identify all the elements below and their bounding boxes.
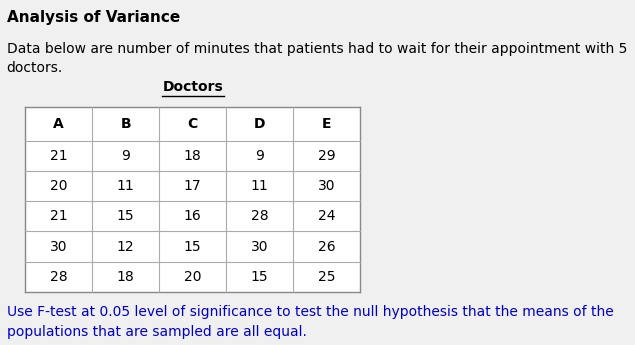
Text: 24: 24 — [318, 209, 335, 223]
Text: 26: 26 — [318, 239, 335, 254]
Text: C: C — [187, 117, 197, 131]
Text: Use F-test at 0.05 level of significance to test the null hypothesis that the me: Use F-test at 0.05 level of significance… — [6, 305, 613, 339]
Text: 18: 18 — [117, 270, 135, 284]
Text: 21: 21 — [50, 209, 67, 223]
Text: 15: 15 — [117, 209, 135, 223]
Text: 21: 21 — [50, 149, 67, 163]
Text: 20: 20 — [184, 270, 201, 284]
Text: Data below are number of minutes that patients had to wait for their appointment: Data below are number of minutes that pa… — [6, 42, 627, 76]
Text: E: E — [322, 117, 331, 131]
Text: 15: 15 — [184, 239, 201, 254]
Text: Analysis of Variance: Analysis of Variance — [6, 10, 180, 25]
Text: 30: 30 — [318, 179, 335, 193]
Text: 9: 9 — [121, 149, 130, 163]
Text: Doctors: Doctors — [163, 80, 223, 94]
Text: 12: 12 — [117, 239, 135, 254]
Text: 17: 17 — [184, 179, 201, 193]
Text: 20: 20 — [50, 179, 67, 193]
Text: A: A — [53, 117, 64, 131]
Text: 15: 15 — [251, 270, 269, 284]
Text: 28: 28 — [251, 209, 269, 223]
Text: D: D — [254, 117, 265, 131]
Text: 18: 18 — [184, 149, 201, 163]
Text: 11: 11 — [251, 179, 269, 193]
Text: 9: 9 — [255, 149, 264, 163]
Bar — [25, 107, 360, 292]
Text: B: B — [120, 117, 131, 131]
Text: 29: 29 — [318, 149, 335, 163]
Text: 25: 25 — [318, 270, 335, 284]
Text: 11: 11 — [117, 179, 135, 193]
Text: 16: 16 — [184, 209, 201, 223]
Text: 30: 30 — [50, 239, 67, 254]
Text: 30: 30 — [251, 239, 269, 254]
Text: 28: 28 — [50, 270, 67, 284]
